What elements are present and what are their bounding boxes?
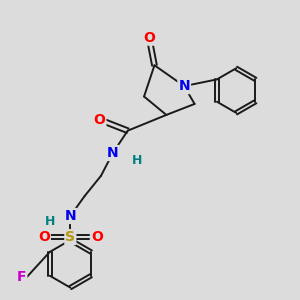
Text: H: H — [45, 215, 55, 228]
Text: N: N — [178, 79, 190, 93]
Text: O: O — [38, 230, 50, 244]
Text: O: O — [91, 230, 103, 244]
Text: S: S — [65, 230, 75, 244]
Text: O: O — [94, 113, 105, 127]
Text: O: O — [143, 31, 155, 45]
Text: H: H — [131, 154, 142, 167]
Text: N: N — [107, 146, 119, 160]
Text: F: F — [17, 270, 26, 284]
Text: N: N — [64, 209, 76, 223]
